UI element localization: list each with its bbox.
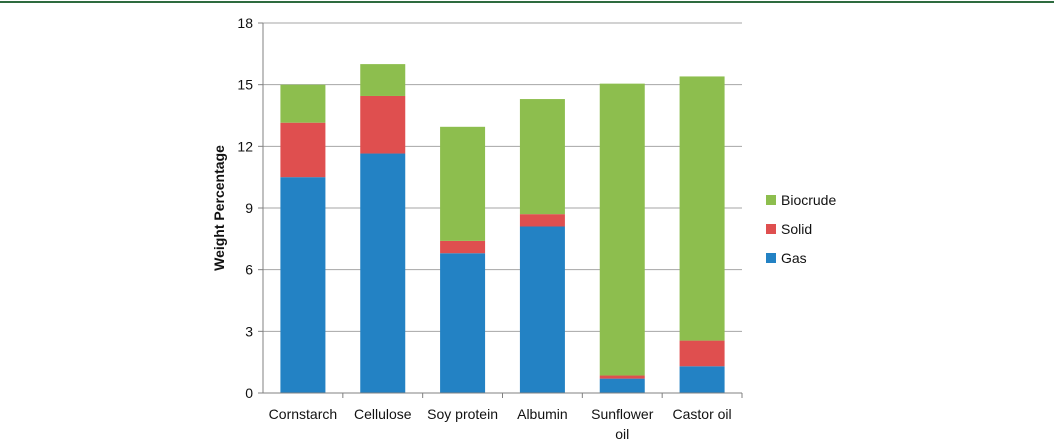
y-tick-label: 15 [237,77,253,93]
legend-swatch-gas [766,253,776,263]
bar-segment-gas [679,366,725,393]
y-tick-label: 9 [245,200,253,216]
legend-label-biocrude: Biocrude [781,192,836,208]
bar-segment-solid [280,122,326,178]
bar-segment-gas [280,177,326,393]
y-tick-labels: 0 3 6 9 12 15 18 [237,15,253,401]
bar-segment-gas [519,226,565,393]
x-tick-label: Cellulose [354,406,412,422]
bar-segment-biocrude [360,64,406,96]
bar-segment-biocrude [599,83,645,376]
top-rule [0,1,1054,3]
x-tick-label: Sunflower oil [591,406,654,442]
axes [258,22,743,398]
x-tick-label: Albumin [517,406,568,422]
y-tick-label: 0 [245,385,253,401]
bar-segment-gas [599,378,645,393]
x-tick-label: Cornstarch [269,406,337,422]
legend-swatch-solid [766,224,776,234]
legend-label-solid: Solid [781,221,812,237]
legend-label-gas: Gas [781,250,807,266]
legend: Biocrude Solid Gas [766,192,836,266]
bar-segment-gas [360,153,406,393]
bar-segment-biocrude [440,126,486,241]
bar-segment-solid [519,214,565,227]
bar-segment-solid [679,340,725,367]
bar-segment-biocrude [280,84,326,123]
y-tick-label: 18 [237,15,253,31]
bars [280,64,725,393]
bar-segment-solid [599,375,645,379]
y-tick-label: 12 [237,138,253,154]
bar-segment-biocrude [519,99,565,215]
y-axis-title: Weight Percentage [211,145,227,271]
bar-segment-biocrude [679,76,725,341]
bar-segment-gas [440,253,486,393]
y-tick-label: 3 [245,323,253,339]
x-tick-label: Castor oil [673,406,732,422]
x-tick-labels: Cornstarch Cellulose Soy protein Albumin Sun… [269,406,732,442]
legend-swatch-biocrude [766,195,776,205]
bar-segment-solid [440,240,486,254]
gridlines [263,22,742,332]
y-tick-label: 6 [245,262,253,278]
bar-segment-solid [360,95,406,154]
x-tick-label: Soy protein [427,406,498,422]
